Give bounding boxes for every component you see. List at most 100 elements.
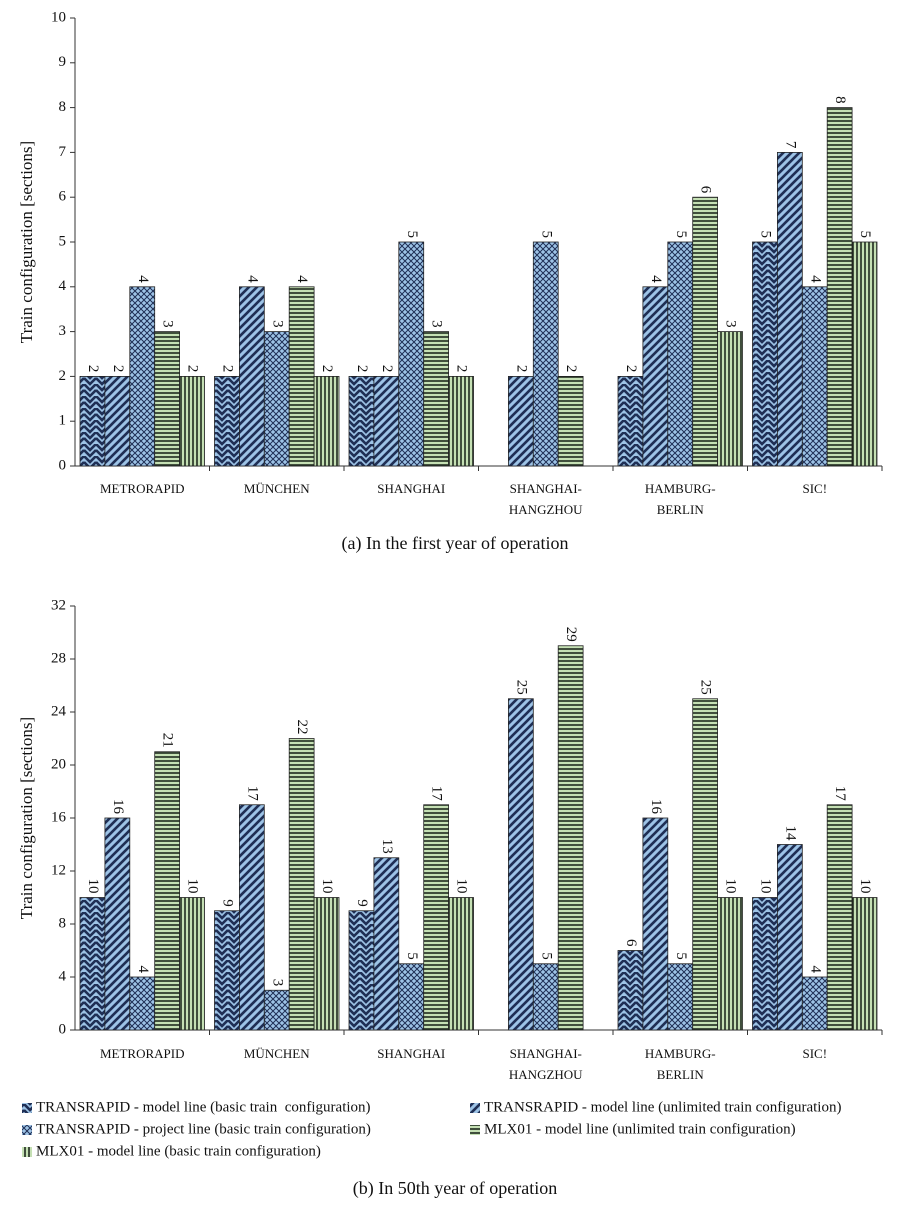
x-tick-label: HAMBURG-BERLIN: [645, 1046, 716, 1082]
bar: [557, 645, 584, 1031]
y-tick-label: 9: [59, 54, 67, 70]
data-label: 7: [782, 141, 798, 149]
legend-label: MLX01 - model line (unlimited train conf…: [484, 1121, 796, 1137]
data-label: 9: [354, 899, 370, 907]
data-label: 17: [429, 786, 445, 802]
bar: [667, 241, 694, 467]
y-tick-label: 5: [59, 233, 67, 249]
bar: [532, 963, 559, 1031]
chart-caption: (a) In the first year of operation: [342, 533, 569, 554]
data-label: 8: [832, 96, 848, 104]
bar: [129, 286, 156, 467]
data-label: 2: [110, 365, 126, 373]
data-label: 2: [354, 365, 370, 373]
y-tick-label: 3: [59, 323, 67, 339]
y-tick-label: 28: [51, 650, 66, 666]
legend-swatch: [470, 1125, 480, 1135]
data-label: 4: [135, 966, 151, 974]
x-tick-label: SHANGHAI: [377, 1046, 445, 1061]
data-label: 3: [160, 320, 176, 328]
bar: [826, 107, 853, 467]
data-label: 2: [220, 365, 236, 373]
data-label: 2: [185, 365, 201, 373]
bar: [154, 751, 180, 1031]
data-label: 2: [513, 365, 529, 373]
data-label: 5: [538, 231, 554, 239]
data-label: 17: [244, 786, 260, 802]
data-label: 6: [623, 939, 639, 947]
data-label: 4: [244, 275, 260, 283]
y-tick-label: 4: [59, 278, 67, 294]
bar: [851, 241, 878, 467]
bar: [642, 817, 669, 1031]
y-tick-label: 8: [59, 915, 67, 931]
bar: [179, 375, 205, 467]
data-label: 3: [269, 320, 285, 328]
data-label: 10: [85, 879, 101, 894]
y-axis-label: Train configuration [sections]: [17, 141, 36, 343]
bar: [214, 910, 240, 1031]
bar: [104, 817, 131, 1031]
data-label: 5: [404, 231, 420, 239]
bar: [129, 976, 156, 1031]
legend-swatch: [22, 1103, 32, 1113]
data-label: 16: [110, 799, 126, 815]
bar: [79, 375, 106, 467]
x-tick-label: MÜNCHEN: [244, 481, 310, 496]
data-label: 17: [832, 786, 848, 802]
x-tick-label: MÜNCHEN: [244, 1046, 310, 1061]
data-label: 3: [429, 320, 445, 328]
data-label: 2: [623, 365, 639, 373]
legend-label: TRANSRAPID - model line (basic train con…: [36, 1099, 371, 1115]
bar: [154, 331, 180, 467]
bar: [851, 897, 878, 1031]
data-label: 5: [673, 231, 689, 239]
x-tick-label: SHANGHAI: [377, 481, 445, 496]
bar: [532, 241, 559, 467]
bar: [79, 897, 106, 1031]
bar: [348, 375, 375, 467]
data-label: 25: [513, 680, 529, 695]
bar: [642, 286, 669, 467]
y-tick-label: 1: [59, 413, 67, 429]
data-label: 4: [135, 275, 151, 283]
bar: [448, 375, 474, 467]
bar: [507, 698, 534, 1031]
legend-label: TRANSRAPID - project line (basic train c…: [36, 1121, 371, 1137]
data-label: 14: [782, 826, 798, 842]
y-tick-label: 32: [51, 597, 66, 613]
data-label: 4: [294, 275, 310, 283]
bar: [398, 963, 425, 1031]
legend-swatch: [22, 1125, 32, 1135]
data-label: 6: [698, 186, 714, 194]
y-tick-label: 2: [59, 368, 67, 384]
data-label: 22: [294, 720, 310, 735]
y-tick-label: 24: [51, 703, 67, 719]
bar: [617, 950, 644, 1031]
y-tick-label: 12: [51, 862, 66, 878]
data-label: 10: [454, 879, 470, 894]
bar: [313, 897, 340, 1031]
bar: [423, 331, 450, 467]
bar: [238, 804, 265, 1031]
bar: [263, 331, 290, 467]
data-label: 3: [269, 979, 285, 987]
bar: [214, 375, 240, 467]
data-label: 13: [379, 839, 395, 854]
y-tick-label: 16: [51, 809, 67, 825]
data-label: 2: [563, 365, 579, 373]
bar: [373, 375, 400, 467]
data-label: 10: [319, 879, 335, 894]
legend-swatch: [470, 1103, 480, 1113]
data-label: 2: [85, 365, 101, 373]
data-label: 5: [857, 231, 873, 239]
bar: [398, 241, 425, 467]
data-label: 4: [807, 966, 823, 974]
data-label: 10: [857, 879, 873, 894]
bar: [448, 897, 474, 1031]
data-label: 2: [319, 365, 335, 373]
bar: [313, 375, 340, 467]
x-tick-label: SHANGHAI-HANGZHOU: [509, 1046, 583, 1082]
bar: [617, 375, 644, 467]
